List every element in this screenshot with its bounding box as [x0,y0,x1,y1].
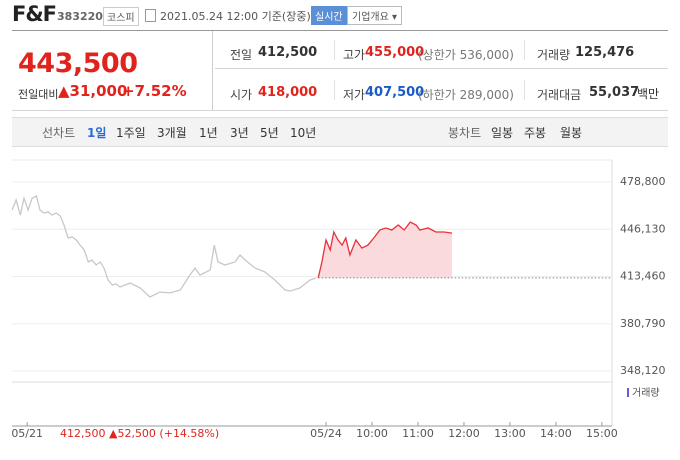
x-tick-label: 05/24 [310,427,342,440]
tab[interactable]: 일봉 [491,126,514,140]
stat-value: 412,500 [258,45,318,60]
current-price: 443,500 [18,48,138,79]
tab[interactable]: 1일 [87,126,107,140]
stat-value: 125,476 [575,45,635,60]
stat-note: (하한가 289,000) [418,88,514,102]
stat-label: 시가 [230,88,253,102]
y-tick-label: 478,800 [620,175,666,188]
volume-label: 거래량 [632,387,660,399]
timestamp: 2021.05.24 12:00 기준(장중) [160,10,311,23]
x-tick-label: 10:00 [356,427,388,440]
tab[interactable]: 3년 [230,126,249,140]
tab-group-label: 봉차트 [448,126,482,140]
tab[interactable]: 3개월 [157,126,187,140]
stat-value: 418,000 [258,85,318,100]
area-fill [318,222,452,278]
change-pct: +7.52% [122,82,187,100]
x-tick-label: 15:00 [586,427,618,440]
realtime-button[interactable]: 실시간 [311,6,347,25]
tab-group-label: 선차트 [42,126,76,140]
tab[interactable]: 월봉 [560,126,583,140]
calendar-icon [145,9,156,22]
stock-name: F&F [12,2,57,26]
tab[interactable]: 10년 [290,126,317,140]
tab[interactable]: 1주일 [116,126,146,140]
stock-code: 383220 [57,10,103,23]
price-line [11,195,317,298]
tab[interactable]: 주봉 [524,126,547,140]
x-tick-label: 13:00 [494,427,526,440]
stat-value: 55,037 [589,85,640,100]
divider [12,30,668,31]
change: ▲31,000 [58,82,128,100]
stat-value: 407,500 [365,85,425,100]
company-info-text: 기업개요 [352,12,389,23]
stat-label: 저가 [343,88,366,102]
x-tick-label: 12:00 [448,427,480,440]
divider [334,80,335,100]
divider [524,40,525,60]
volume-legend-swatch [627,388,629,397]
stat-label: 거래량 [537,48,571,62]
change-label: 전일대비 [18,88,59,101]
stat-label: 고가 [343,48,366,62]
prev-session-note: 412,500 ▲52,500 (+14.58%) [60,427,219,440]
x-tick-label: 14:00 [540,427,572,440]
divider [334,40,335,60]
x-tick-label: 11:00 [402,427,434,440]
tab-bar [12,117,668,147]
stat-note: (상한가 536,000) [418,48,514,62]
stat-value: 455,000 [365,45,425,60]
y-tick-label: 348,120 [620,364,666,377]
stat-unit: 백만 [637,87,660,101]
chart: 거래량 412,500 ▲52,500 (+14.58%) 478,800 446… [11,159,666,440]
market-badge: 코스피 [103,7,139,26]
divider [212,31,213,110]
divider [215,68,668,69]
y-tick-label: 380,790 [620,317,666,330]
company-info-button[interactable]: 기업개요 ▾ [347,6,403,25]
y-tick-label: 446,130 [620,222,666,235]
x-tick-label: 05/21 [11,427,43,440]
divider [12,110,668,111]
tab[interactable]: 1년 [199,126,218,140]
price-line [317,221,453,279]
divider [524,80,525,100]
tab[interactable]: 5년 [260,126,279,140]
stat-label: 거래대금 [537,88,582,102]
stat-label: 전일 [230,48,253,62]
y-tick-label: 413,460 [620,270,666,283]
